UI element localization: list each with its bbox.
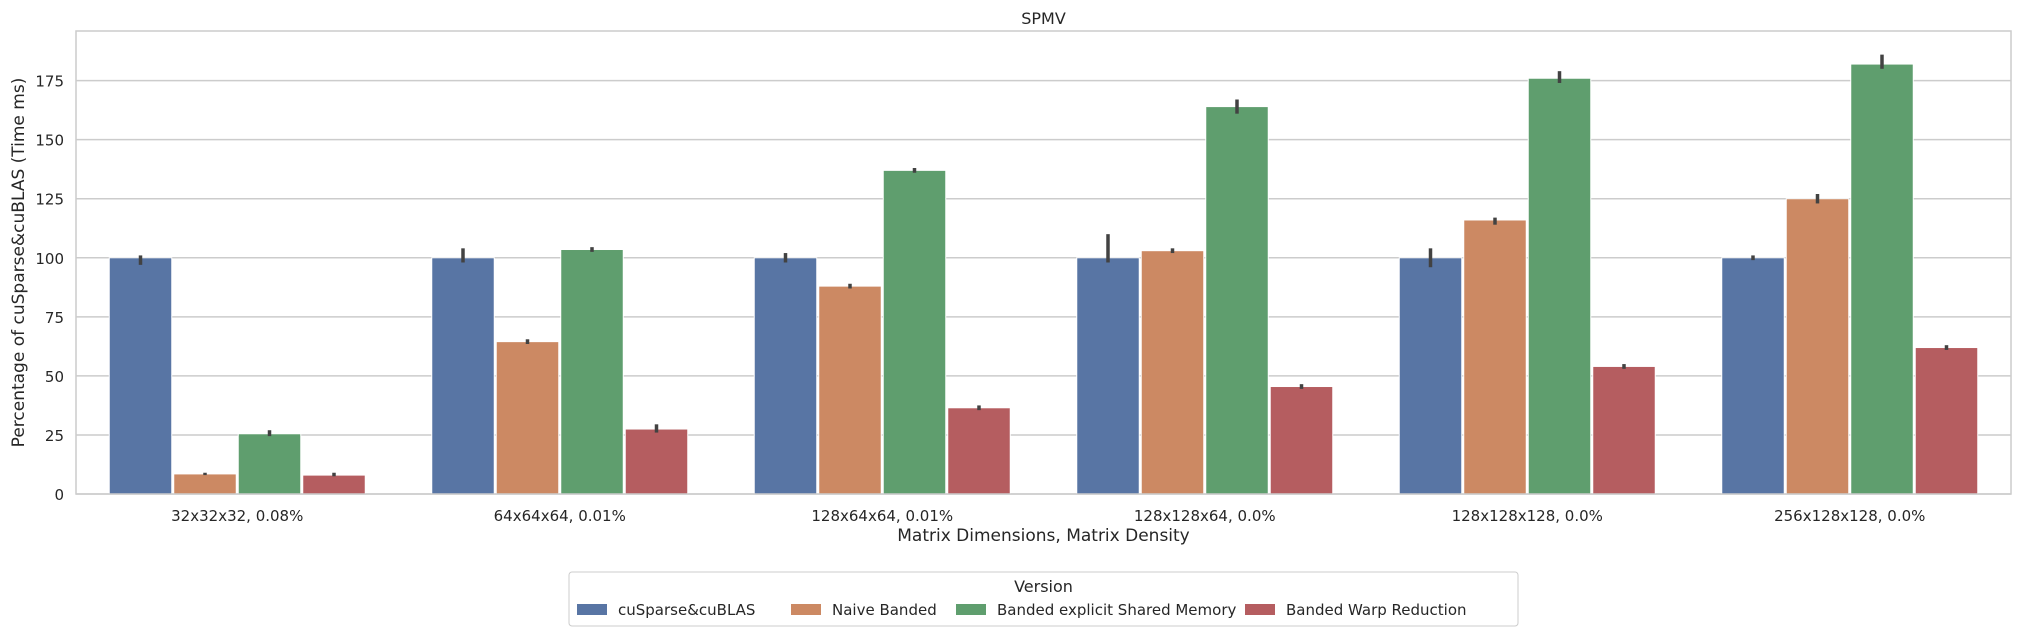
legend-label: Banded explicit Shared Memory [997,601,1236,619]
legend-label: Naive Banded [832,601,937,619]
bar [882,169,947,495]
legend-swatch [956,604,986,615]
bars [108,63,1979,495]
bar [1527,77,1592,495]
y-tick-label: 0 [54,486,64,504]
bar [1721,257,1785,495]
bar [1398,257,1463,495]
bar [237,433,302,495]
legend: Version cuSparse&cuBLAS Naive Banded Bande… [568,571,1519,627]
legend-swatch [577,604,607,615]
bar [431,257,495,495]
bar [1850,63,1914,495]
legend-title: Version [1014,577,1073,596]
x-tick-label: 128x128x64, 0.0% [1134,507,1276,525]
y-tick-label: 175 [35,73,64,91]
bar [1592,365,1656,495]
x-tick-labels: 32x32x32, 0.08% 64x64x64, 0.01% 128x64x64,… [171,507,1925,525]
bar [173,473,237,495]
x-axis-label: Matrix Dimensions, Matrix Density [897,526,1190,546]
bar [1140,250,1205,495]
bar [1205,106,1269,495]
x-tick-label: 128x64x64, 0.01% [811,507,953,525]
bar [624,428,689,495]
bar [108,257,173,495]
error-bars [138,54,1949,477]
legend-label: Banded Warp Reduction [1286,601,1467,619]
bar [1463,219,1527,495]
bar [1785,198,1850,495]
bar [818,285,882,495]
gridlines [76,79,2011,495]
legend-swatch [1245,604,1275,615]
y-tick-label: 75 [45,309,64,327]
bar [947,407,1011,495]
legend-items: cuSparse&cuBLAS Naive Banded Banded explic… [577,601,1467,619]
y-tick-label: 125 [35,191,64,209]
bar [1076,257,1140,495]
bar [753,257,818,495]
plot-frame [75,30,2012,495]
y-tick-label: 150 [35,132,64,150]
bar [560,249,624,495]
x-tick-label: 128x128x128, 0.0% [1452,507,1603,525]
y-tick-label: 100 [35,250,64,268]
y-axis-label: Percentage of cuSparse&cuBLAS (Time ms) [9,78,29,448]
bar [1269,386,1334,495]
legend-label: cuSparse&cuBLAS [618,601,755,619]
y-tick-label: 50 [45,368,64,386]
bar [1914,347,1979,495]
y-tick-labels: 0 25 50 75 100 125 150 175 [35,73,64,504]
x-tick-label: 64x64x64, 0.01% [494,507,626,525]
bar [302,474,366,495]
x-tick-label: 32x32x32, 0.08% [171,507,303,525]
legend-swatch [791,604,821,615]
y-tick-label: 25 [45,427,64,445]
bar [495,341,560,495]
chart-title: SPMV [1021,9,1066,28]
x-tick-label: 256x128x128, 0.0% [1774,507,1925,525]
